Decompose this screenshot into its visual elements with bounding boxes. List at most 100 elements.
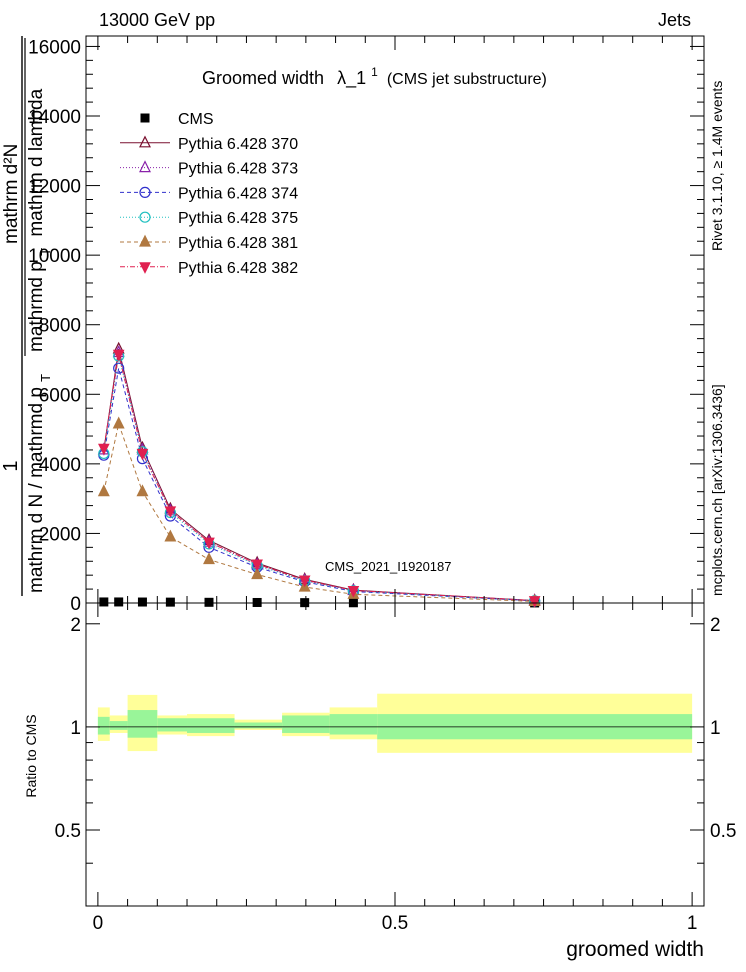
- x-axis-label: groomed width: [566, 938, 704, 961]
- legend: CMS Pythia 6.428 370 Pythia 6.428 373 Pythi…: [120, 111, 298, 277]
- data-point: [203, 537, 215, 550]
- data-point: [97, 484, 110, 497]
- series-line: [103, 354, 535, 602]
- legend-item: Pythia 6.428 375: [120, 210, 298, 227]
- ylabel-upper-denominator: mathrmd p T mathrm d lambda: [26, 88, 55, 352]
- plot-title-suffix: (CMS jet substructure): [387, 71, 547, 88]
- data-point: [204, 597, 214, 607]
- data-point: [139, 234, 151, 247]
- ratio-band-inner: [109, 721, 128, 730]
- data-point: [347, 585, 360, 598]
- series-line: [103, 368, 535, 602]
- y-tick-label: 6000: [39, 385, 81, 406]
- data-point: [136, 448, 149, 461]
- ylabel-upper-numerator: mathrm d²N: [1, 144, 22, 244]
- data-point: [298, 575, 311, 588]
- ratio-y-axis: 0.5 0.5 1 1 2 2: [55, 615, 736, 864]
- data-point: [139, 262, 151, 274]
- ratio-y-label: Ratio to CMS: [23, 714, 39, 797]
- legend-label: CMS: [178, 111, 214, 128]
- legend-item: Pythia 6.428 374: [120, 185, 298, 202]
- ratio-y-tick-label-right: 0.5: [710, 821, 736, 842]
- y-tick-label: 8000: [39, 316, 81, 337]
- ratio-y-tick-label: 1: [70, 718, 81, 739]
- plot-title-sup: 1: [371, 65, 378, 79]
- series-pythia-6-428-375: [98, 350, 541, 607]
- main-y-axis: 0 2000 4000 6000 8000 10000 12000 14000 16000: [28, 37, 704, 615]
- data-point: [164, 529, 177, 542]
- y-tick-label: 0: [70, 594, 81, 615]
- data-point: [139, 211, 151, 223]
- mcplots-credit: mcplots.cern.ch [arXiv:1306.3436]: [709, 384, 725, 596]
- legend-item: Pythia 6.428 373: [120, 160, 298, 178]
- y-tick-label: 2000: [39, 524, 81, 545]
- ratio-y-tick-label-right: 1: [710, 718, 721, 739]
- data-point: [139, 160, 151, 173]
- ratio-band-inner: [329, 714, 378, 735]
- y-tick-label: 12000: [28, 177, 81, 198]
- legend-label: Pythia 6.428 370: [178, 136, 298, 153]
- legend-label: Pythia 6.428 381: [178, 235, 298, 252]
- ratio-band-inner: [97, 716, 110, 735]
- legend-label: Pythia 6.428 373: [178, 161, 298, 178]
- x-axis: 0 0.5 1: [93, 36, 698, 934]
- data-point: [114, 597, 124, 607]
- ratio-band-inner: [187, 718, 235, 733]
- data-point: [164, 506, 177, 518]
- legend-label: Pythia 6.428 375: [178, 210, 298, 227]
- series-pythia-6-428-374: [98, 362, 541, 607]
- x-tick-label: 1: [687, 913, 698, 934]
- data-point: [136, 484, 149, 497]
- series-line: [103, 348, 535, 602]
- data-point: [203, 552, 215, 565]
- rivet-version: Rivet 3.1.10, ≥ 1.4M events: [709, 81, 725, 251]
- ratio-bands: [97, 693, 693, 753]
- y-tick-label: 10000: [28, 246, 81, 267]
- y-tick-label: 16000: [28, 37, 81, 58]
- data-point: [140, 113, 150, 123]
- legend-item: Pythia 6.428 382: [120, 260, 298, 277]
- series-pythia-6-428-373: [97, 345, 541, 606]
- ylabel-one: 1: [0, 460, 22, 471]
- data-point: [112, 349, 125, 362]
- data-point: [137, 597, 147, 607]
- legend-item: CMS: [140, 111, 214, 128]
- data-point: [139, 186, 151, 198]
- y-tick-label: 14000: [28, 107, 81, 128]
- data-point: [165, 597, 175, 607]
- series-pythia-6-428-382: [98, 349, 541, 608]
- ratio-band-inner: [127, 710, 158, 738]
- plot-title: Groomed width λ_1 1 (CMS jet substructur…: [202, 60, 547, 89]
- x-tick-label: 0: [93, 913, 104, 934]
- y-tick-label: 4000: [39, 455, 81, 476]
- data-point: [251, 559, 263, 572]
- legend-label: Pythia 6.428 374: [178, 185, 298, 202]
- data-point: [113, 362, 125, 374]
- x-tick-label: 0.5: [382, 913, 408, 934]
- data-point: [99, 597, 109, 607]
- analysis-label: CMS_2021_I1920187: [325, 559, 452, 574]
- ratio-y-tick-label: 0.5: [55, 821, 81, 842]
- series-line: [103, 355, 535, 602]
- ratio-band-inner: [157, 718, 188, 732]
- main-y-label: 1 mathrm d N / mathrmd p T mathrm d²N ma…: [0, 36, 55, 596]
- ratio-y-tick-label: 2: [70, 615, 81, 636]
- ratio-plot-frame: [85, 602, 705, 907]
- ylabel-lower: mathrm d N / mathrmd p T: [26, 374, 53, 593]
- main-series-layer: [97, 341, 541, 608]
- legend-label: Pythia 6.428 382: [178, 260, 298, 277]
- series-line: [103, 352, 535, 602]
- data-point: [251, 567, 264, 580]
- ratio-band-inner: [234, 722, 283, 729]
- ratio-band-inner: [282, 715, 330, 733]
- data-point: [112, 416, 125, 429]
- legend-item: Pythia 6.428 370: [120, 135, 298, 153]
- legend-item: Pythia 6.428 381: [120, 234, 298, 252]
- header-energy: 13000 GeV pp: [99, 10, 215, 30]
- series-pythia-6-428-370: [97, 341, 541, 606]
- ratio-y-tick-label-right: 2: [710, 615, 721, 636]
- data-point: [98, 443, 110, 456]
- data-point: [252, 597, 262, 607]
- header-process: Jets: [658, 10, 691, 30]
